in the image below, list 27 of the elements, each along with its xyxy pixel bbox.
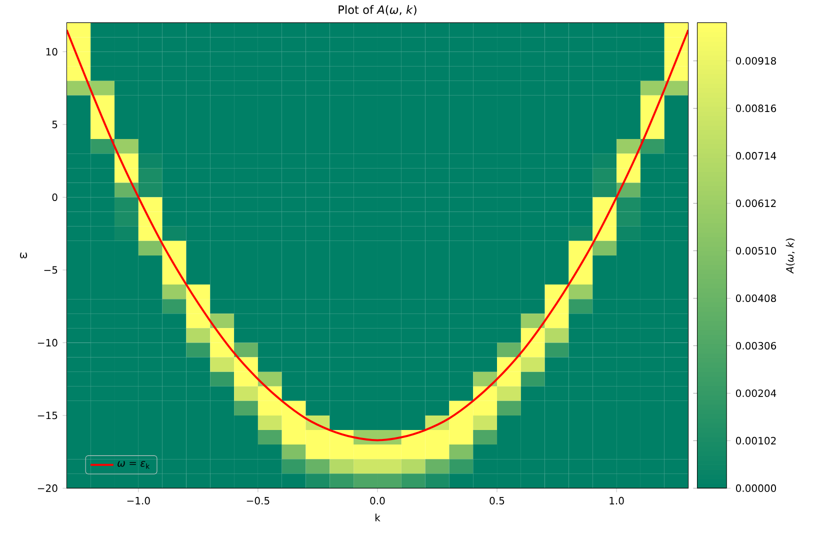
legend-label: ω = ε$_{k}$: [118, 461, 150, 469]
color-bar-label: 0.00510: [736, 247, 776, 255]
y-tick-label: 0: [52, 194, 58, 202]
y-tick-label: −5: [44, 266, 58, 274]
y-tick-label: −10: [38, 339, 58, 347]
color-bar-label: 0.00714: [736, 152, 776, 160]
y-tick-label: −15: [38, 412, 58, 420]
color-bar-label: 0.00204: [736, 390, 776, 398]
y-tick-label: 5: [52, 121, 58, 128]
x-axis-title: k: [375, 514, 380, 522]
color-bar-label: 0.00102: [736, 437, 776, 445]
x-tick-label: −1.0: [127, 497, 150, 505]
x-tick-label: 1.0: [610, 497, 624, 505]
color-bar-title: A(ω, k): [786, 238, 795, 274]
color-bar-label: 0.00000: [736, 484, 776, 492]
color-bar-label: 0.00408: [736, 294, 776, 302]
color-bar-label: 0.00306: [736, 342, 776, 350]
y-tick-label: 10: [46, 48, 58, 56]
y-axis-title: ω: [20, 252, 28, 258]
x-tick-label: 0.0: [370, 497, 385, 505]
color-bar-label: 0.00612: [736, 200, 776, 208]
y-tick-label: −20: [38, 484, 58, 492]
chart-title: Plot of A(ω, k): [338, 5, 416, 16]
x-tick-label: 0.5: [490, 497, 504, 505]
color-bar-label: 0.00918: [736, 57, 776, 65]
x-tick-label: −0.5: [246, 497, 270, 505]
color-bar-label: 0.00816: [736, 104, 776, 112]
